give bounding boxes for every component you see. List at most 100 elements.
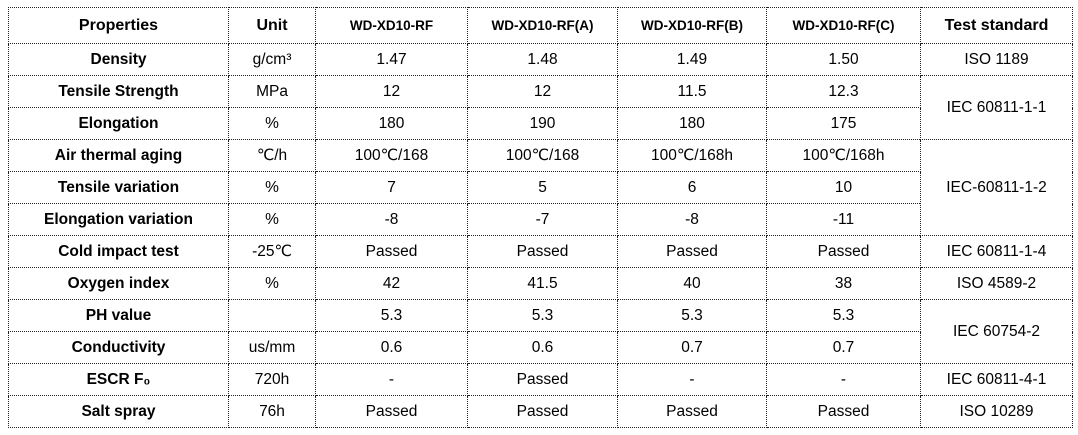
table-row: Salt spray 76h Passed Passed Passed Passed ISO… <box>8 395 1073 428</box>
unit-cell: 720h <box>228 363 316 396</box>
value-cell: 7 <box>315 171 468 204</box>
value-cell: 190 <box>467 107 618 140</box>
unit-cell: % <box>228 267 316 300</box>
value-cell: Passed <box>617 235 767 268</box>
value-cell: - <box>766 363 921 396</box>
value-cell: 41.5 <box>467 267 618 300</box>
material-spec-table: Properties Unit WD-XD10-RF WD-XD10-RF(A)… <box>8 7 1073 428</box>
value-cell: 5.3 <box>315 299 468 332</box>
unit-cell: MPa <box>228 75 316 108</box>
value-cell: -7 <box>467 203 618 236</box>
value-cell: 100℃/168h <box>617 139 767 172</box>
value-cell: 180 <box>617 107 767 140</box>
value-cell: 5.3 <box>617 299 767 332</box>
value-cell: 100℃/168h <box>766 139 921 172</box>
value-cell: Passed <box>467 363 618 396</box>
table-row: Density g/cm³ 1.47 1.48 1.49 1.50 ISO 1189 <box>8 43 1073 76</box>
unit-cell: ℃/h <box>228 139 316 172</box>
value-cell: 0.6 <box>315 331 468 364</box>
col-header-unit: Unit <box>228 7 316 44</box>
unit-cell <box>228 299 316 332</box>
property-cell: Elongation variation <box>8 203 229 236</box>
property-cell: PH value <box>8 299 229 332</box>
value-cell: 0.7 <box>766 331 921 364</box>
header-row: Properties Unit WD-XD10-RF WD-XD10-RF(A)… <box>8 7 1073 44</box>
property-cell: Oxygen index <box>8 267 229 300</box>
table-header: Properties Unit WD-XD10-RF WD-XD10-RF(A)… <box>8 7 1073 44</box>
value-cell: 0.7 <box>617 331 767 364</box>
table-row: Elongation% 180 190 180 175 <box>8 107 1073 140</box>
unit-cell: 76h <box>228 395 316 428</box>
value-cell: 11.5 <box>617 75 767 108</box>
value-cell: Passed <box>315 395 468 428</box>
test-standard-cell: IEC-60811-1-2 <box>920 139 1073 236</box>
value-cell: 6 <box>617 171 767 204</box>
test-standard-cell: IEC 60811-4-1 <box>920 363 1073 396</box>
property-cell: Tensile Strength <box>8 75 229 108</box>
property-cell: Cold impact test <box>8 235 229 268</box>
col-header-wd-xd10-rf: WD-XD10-RF <box>315 7 468 44</box>
value-cell: 12 <box>315 75 468 108</box>
value-cell: 12.3 <box>766 75 921 108</box>
table-body: Density g/cm³ 1.47 1.48 1.49 1.50 ISO 1189 Tens… <box>8 43 1073 428</box>
value-cell: Passed <box>467 395 618 428</box>
property-cell: Salt spray <box>8 395 229 428</box>
value-cell: - <box>617 363 767 396</box>
property-cell: Conductivity <box>8 331 229 364</box>
test-standard-cell: ISO 1189 <box>920 43 1073 76</box>
value-cell: 5.3 <box>766 299 921 332</box>
table-row: Oxygen index% 42 41.5 40 38 ISO 4589-2 <box>8 267 1073 300</box>
property-cell: Elongation <box>8 107 229 140</box>
unit-cell: % <box>228 171 316 204</box>
value-cell: Passed <box>315 235 468 268</box>
test-standard-cell: IEC 60811-1-1 <box>920 75 1073 140</box>
table-row: Air thermal aging ℃/h 100℃/168 100℃/168 100℃… <box>8 139 1073 236</box>
test-standard-cell: IEC 60754-2 <box>920 299 1073 364</box>
table-row: ESCR F₀ 720h - Passed - - IEC 60811-4-1 <box>8 363 1073 396</box>
value-cell: -11 <box>766 203 921 236</box>
table-row: Cold impact test -25℃ Passed Passed Passed Pa… <box>8 235 1073 268</box>
value-cell: 1.48 <box>467 43 618 76</box>
value-cell: -8 <box>617 203 767 236</box>
test-standard-cell: ISO 10289 <box>920 395 1073 428</box>
col-header-properties: Properties <box>8 7 229 44</box>
value-cell: Passed <box>467 235 618 268</box>
unit-cell: % <box>228 203 316 236</box>
value-cell: 180 <box>315 107 468 140</box>
unit-cell: us/mm <box>228 331 316 364</box>
property-cell: Density <box>8 43 229 76</box>
table-row: PH value 5.3 5.3 5.3 5.3 IEC 60754-2 <box>8 299 1073 364</box>
value-cell: 38 <box>766 267 921 300</box>
value-cell: 5 <box>467 171 618 204</box>
value-cell: 1.50 <box>766 43 921 76</box>
col-header-wd-xd10-rf-c: WD-XD10-RF(C) <box>766 7 921 44</box>
value-cell: -8 <box>315 203 468 236</box>
unit-cell: -25℃ <box>228 235 316 268</box>
value-cell: Passed <box>617 395 767 428</box>
table-row: Elongation variation% -8 -7 -8 -11 <box>8 203 1073 236</box>
value-cell: Passed <box>766 395 921 428</box>
col-header-wd-xd10-rf-a: WD-XD10-RF(A) <box>467 7 618 44</box>
value-cell: 175 <box>766 107 921 140</box>
col-header-wd-xd10-rf-b: WD-XD10-RF(B) <box>617 7 767 44</box>
value-cell: 1.47 <box>315 43 468 76</box>
value-cell: Passed <box>766 235 921 268</box>
value-cell: 12 <box>467 75 618 108</box>
value-cell: 1.49 <box>617 43 767 76</box>
table-row: Conductivity us/mm 0.6 0.6 0.7 0.7 <box>8 331 1073 364</box>
spec-table-container: Properties Unit WD-XD10-RF WD-XD10-RF(A)… <box>8 7 1073 428</box>
test-standard-cell: IEC 60811-1-4 <box>920 235 1073 268</box>
value-cell: 42 <box>315 267 468 300</box>
value-cell: 100℃/168 <box>315 139 468 172</box>
test-standard-cell: ISO 4589-2 <box>920 267 1073 300</box>
property-cell: Air thermal aging <box>8 139 229 172</box>
table-row: Tensile Strength MPa 12 12 11.5 12.3 IEC 60811… <box>8 75 1073 140</box>
value-cell: - <box>315 363 468 396</box>
unit-cell: % <box>228 107 316 140</box>
table-row: Tensile variation% 7 5 6 10 <box>8 171 1073 204</box>
col-header-test-standard: Test standard <box>920 7 1073 44</box>
value-cell: 40 <box>617 267 767 300</box>
value-cell: 5.3 <box>467 299 618 332</box>
value-cell: 100℃/168 <box>467 139 618 172</box>
value-cell: 0.6 <box>467 331 618 364</box>
